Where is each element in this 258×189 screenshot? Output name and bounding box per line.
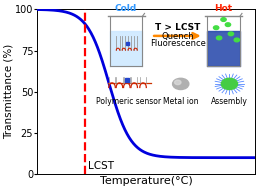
Y-axis label: Transmittance (%): Transmittance (%): [3, 44, 13, 139]
Text: LCST: LCST: [88, 161, 114, 171]
X-axis label: Temperature(°C): Temperature(°C): [100, 176, 192, 186]
